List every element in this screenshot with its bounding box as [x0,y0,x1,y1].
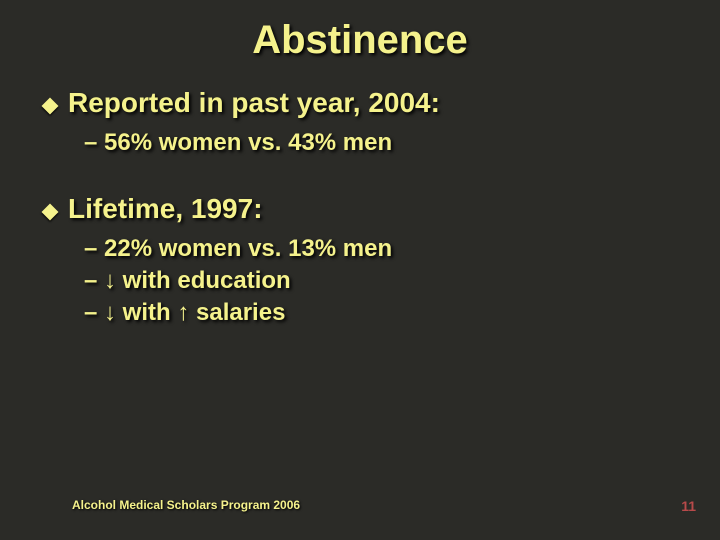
bullet-reported-text: Reported in past year, 2004: [68,87,440,119]
bullet-lifetime-text: Lifetime, 1997: [68,193,263,225]
bullet-lifetime: Lifetime, 1997: [44,193,680,225]
slide: Abstinence Reported in past year, 2004: … [0,0,720,540]
slide-title: Abstinence [40,18,680,63]
sub-bullet: – ↓ with ↑ salaries [84,299,680,327]
section-1: Reported in past year, 2004: – 56% women… [40,87,680,157]
page-number: 11 [681,498,696,514]
section-2: Lifetime, 1997: – 22% women vs. 13% men … [40,193,680,327]
footer-text: Alcohol Medical Scholars Program 2006 [72,498,300,512]
diamond-icon [42,98,59,115]
sub-bullet: – ↓ with education [84,267,680,295]
sub-bullet: – 22% women vs. 13% men [84,235,680,263]
diamond-icon [42,204,59,221]
bullet-reported: Reported in past year, 2004: [44,87,680,119]
sub-bullet: – 56% women vs. 43% men [84,129,680,157]
